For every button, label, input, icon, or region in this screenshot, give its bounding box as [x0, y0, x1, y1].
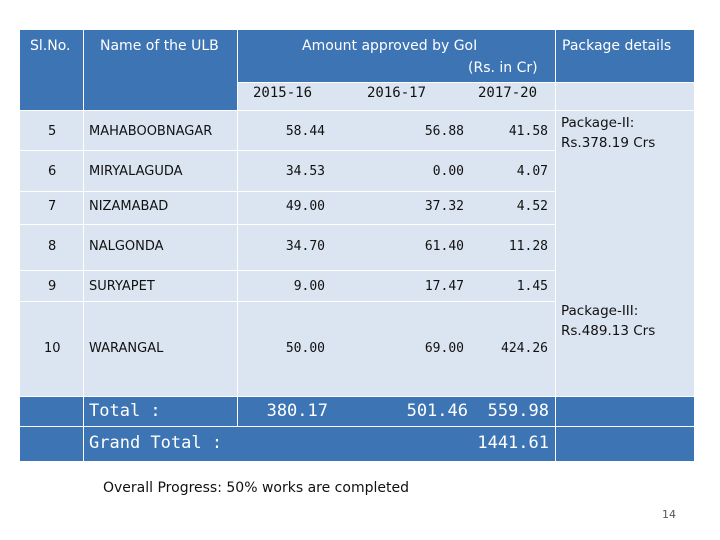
- row-y2-6: 0.00: [432, 164, 464, 179]
- row-y3-5: 41.58: [508, 124, 548, 139]
- total-y3: 559.98: [487, 401, 549, 421]
- header-cell-sl-no: [20, 30, 83, 110]
- header-ulb-name-label: Name of the ULB: [100, 38, 219, 54]
- header-cell-package: [556, 30, 694, 82]
- progress-note: Overall Progress: 50% works are complete…: [103, 480, 409, 496]
- row-band-5: [20, 111, 555, 150]
- grand-total-row: [20, 427, 694, 461]
- row-y1-10: 50.00: [285, 341, 325, 356]
- package-3-title: Package-III:: [561, 303, 639, 319]
- total-row: [20, 397, 694, 426]
- row-band-8: [20, 225, 555, 270]
- row-name-6: MIRYALAGUDA: [89, 164, 183, 179]
- row-y2-9: 17.47: [424, 279, 464, 294]
- grand-total-label: Grand Total :: [89, 433, 223, 453]
- header-unit-label: (Rs. in Cr): [468, 60, 538, 76]
- row-sl-10: 10: [44, 341, 61, 356]
- header-cell-ulb-name: [84, 30, 237, 110]
- total-label: Total :: [89, 401, 161, 421]
- row-name-10: WARANGAL: [89, 341, 164, 356]
- row-y2-10: 69.00: [424, 341, 464, 356]
- row-sl-9: 9: [48, 279, 57, 294]
- row-band-7: [20, 192, 555, 224]
- row-y1-8: 34.70: [285, 239, 325, 254]
- row-sl-7: 7: [48, 199, 57, 214]
- package-3-amount: Rs.489.13 Crs: [561, 323, 656, 339]
- header-years-band: [238, 83, 694, 110]
- package-band: [556, 111, 694, 396]
- row-sl-8: 8: [48, 239, 57, 254]
- column-divider: [555, 30, 556, 461]
- row-y3-8: 11.28: [508, 239, 548, 254]
- column-divider: [555, 397, 556, 461]
- row-y3-6: 4.07: [516, 164, 548, 179]
- grand-total-value: 1441.61: [477, 433, 549, 453]
- page-number: 14: [662, 508, 676, 521]
- row-y3-10: 424.26: [501, 341, 548, 356]
- row-y2-7: 37.32: [424, 199, 464, 214]
- row-y1-7: 49.00: [285, 199, 325, 214]
- row-band-6: [20, 151, 555, 191]
- column-divider: [83, 30, 84, 461]
- year-label-2017-20: 2017-20: [478, 85, 538, 101]
- row-sl-5: 5: [48, 124, 57, 139]
- package-2-amount: Rs.378.19 Crs: [561, 135, 656, 151]
- row-y3-7: 4.52: [516, 199, 548, 214]
- year-label-2016-17: 2016-17: [367, 85, 427, 101]
- row-y2-5: 56.88: [424, 124, 464, 139]
- package-2-title: Package-II:: [561, 115, 635, 131]
- total-y1: 380.17: [266, 401, 328, 421]
- row-name-8: NALGONDA: [89, 239, 164, 254]
- row-name-7: NIZAMABAD: [89, 199, 169, 214]
- column-divider: [237, 30, 238, 461]
- header-amount-label: Amount approved by GoI: [302, 38, 478, 54]
- column-divider: [237, 397, 238, 427]
- row-sl-6: 6: [48, 164, 57, 179]
- row-y1-5: 58.44: [285, 124, 325, 139]
- header-cell-amount: [238, 30, 555, 82]
- row-divider: [20, 426, 694, 427]
- row-name-5: MAHABOOBNAGAR: [89, 124, 213, 139]
- header-package-label: Package details: [562, 38, 672, 54]
- total-y2: 501.46: [406, 401, 468, 421]
- row-y1-6: 34.53: [285, 164, 325, 179]
- row-band-9: [20, 271, 555, 301]
- row-y2-8: 61.40: [424, 239, 464, 254]
- row-y3-9: 1.45: [516, 279, 548, 294]
- row-y1-9: 9.00: [293, 279, 325, 294]
- column-divider: [83, 397, 84, 461]
- year-label-2015-16: 2015-16: [253, 85, 313, 101]
- row-name-9: SURYAPET: [89, 279, 155, 294]
- row-band-10: [20, 302, 555, 396]
- header-sl-no-label: Sl.No.: [30, 38, 71, 54]
